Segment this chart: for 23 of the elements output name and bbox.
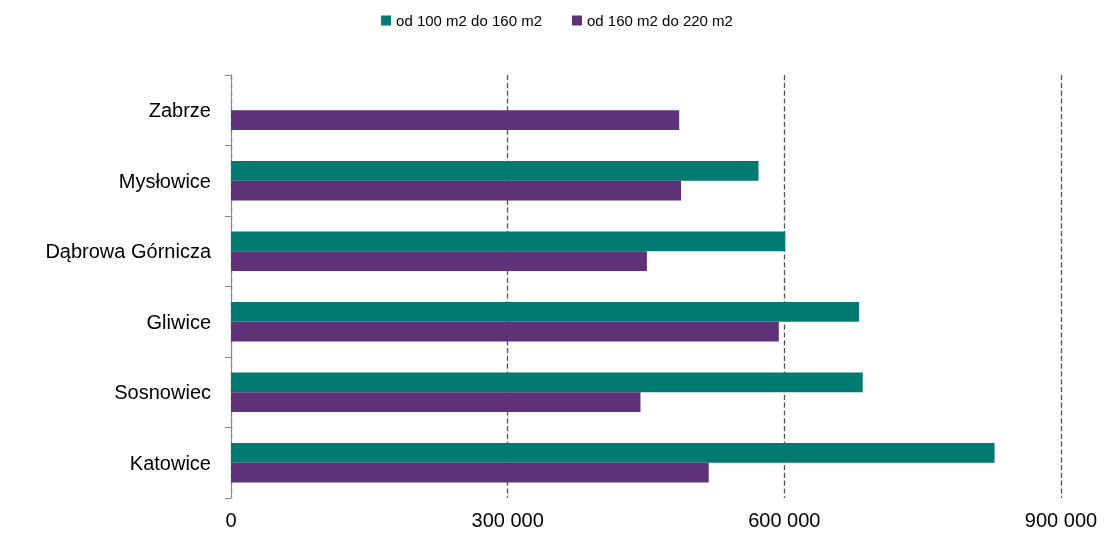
x-tick-label: 300 000 (471, 509, 544, 531)
bar (231, 462, 709, 483)
x-tick-label: 0 (225, 509, 237, 531)
y-tick-label: Sosnowiec (114, 381, 211, 404)
bar (231, 321, 779, 342)
bar (231, 251, 647, 271)
bar (231, 302, 860, 322)
x-tick-label: 600 000 (748, 509, 821, 531)
bar (231, 392, 641, 412)
bar (231, 180, 682, 201)
x-tick-label: 900 000 (1024, 509, 1098, 531)
y-tick-label: Mysłowice (118, 169, 211, 192)
y-tick-label: Zabrze (148, 99, 211, 122)
bar (231, 443, 995, 463)
legend-label: od 160 m2 do 220 m2 (587, 12, 733, 29)
bar (231, 110, 680, 130)
y-tick-label: Dąbrowa Górnicza (45, 240, 212, 263)
y-tick-label: Katowice (129, 451, 211, 474)
bar (231, 161, 759, 181)
bar (231, 231, 786, 252)
legend-label: od 100 m2 do 160 m2 (396, 12, 542, 29)
bar (231, 372, 863, 393)
y-tick-label: Gliwice (146, 310, 211, 333)
